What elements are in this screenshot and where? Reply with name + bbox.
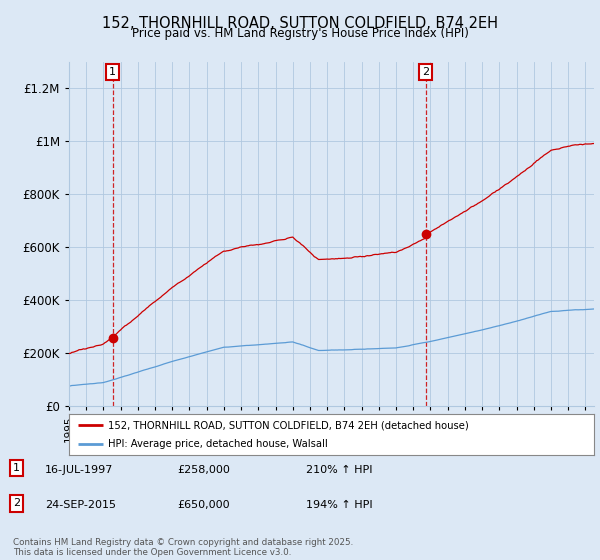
Text: 2: 2 bbox=[422, 67, 430, 77]
Text: 194% ↑ HPI: 194% ↑ HPI bbox=[306, 500, 373, 510]
Text: £650,000: £650,000 bbox=[177, 500, 230, 510]
Text: 210% ↑ HPI: 210% ↑ HPI bbox=[306, 465, 373, 475]
Text: 152, THORNHILL ROAD, SUTTON COLDFIELD, B74 2EH (detached house): 152, THORNHILL ROAD, SUTTON COLDFIELD, B… bbox=[109, 421, 469, 430]
Text: 24-SEP-2015: 24-SEP-2015 bbox=[45, 500, 116, 510]
Text: 1: 1 bbox=[13, 463, 20, 473]
Text: Contains HM Land Registry data © Crown copyright and database right 2025.
This d: Contains HM Land Registry data © Crown c… bbox=[13, 538, 353, 557]
Text: 2: 2 bbox=[13, 498, 20, 508]
Text: Price paid vs. HM Land Registry's House Price Index (HPI): Price paid vs. HM Land Registry's House … bbox=[131, 27, 469, 40]
Text: 1: 1 bbox=[109, 67, 116, 77]
Text: £258,000: £258,000 bbox=[177, 465, 230, 475]
Text: 152, THORNHILL ROAD, SUTTON COLDFIELD, B74 2EH: 152, THORNHILL ROAD, SUTTON COLDFIELD, B… bbox=[102, 16, 498, 31]
Text: 16-JUL-1997: 16-JUL-1997 bbox=[45, 465, 113, 475]
Text: HPI: Average price, detached house, Walsall: HPI: Average price, detached house, Wals… bbox=[109, 439, 328, 449]
